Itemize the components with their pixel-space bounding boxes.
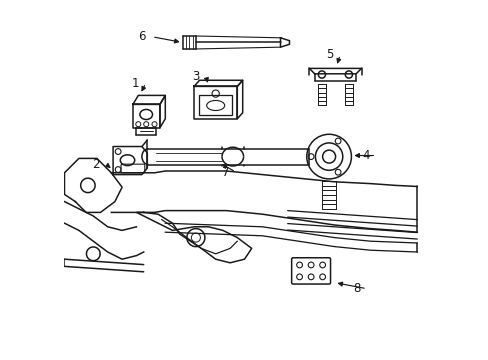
- Bar: [199, 95, 231, 115]
- Text: 7: 7: [222, 166, 229, 179]
- Text: 4: 4: [362, 149, 369, 162]
- Text: 2: 2: [92, 158, 100, 171]
- Text: 3: 3: [192, 70, 199, 83]
- Text: 8: 8: [352, 282, 360, 295]
- Text: 6: 6: [138, 30, 145, 43]
- Text: 1: 1: [132, 77, 139, 90]
- Text: 5: 5: [325, 48, 333, 61]
